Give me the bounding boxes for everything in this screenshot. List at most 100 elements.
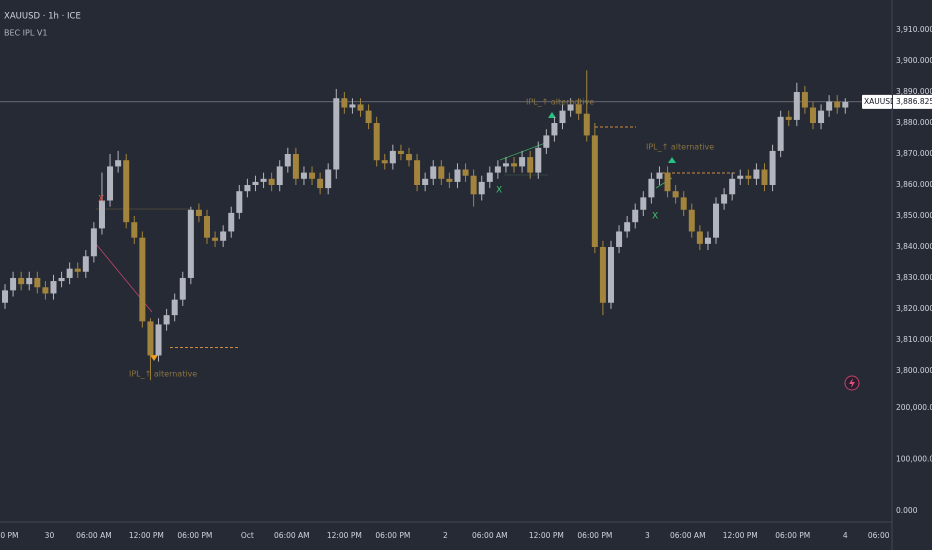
candle-body	[115, 160, 122, 167]
candle-body	[405, 154, 412, 161]
y-tick-label: 3,910.000	[896, 25, 932, 34]
candle-body	[704, 237, 711, 244]
candle-body	[818, 110, 825, 124]
x-tick-label: 4	[843, 531, 848, 540]
x-tick-label: 06:00 AM	[76, 531, 112, 540]
candle-body	[50, 281, 57, 294]
candle-body	[801, 92, 808, 108]
candle-body	[729, 178, 736, 195]
candle-body	[292, 154, 299, 179]
x-axis: 06:00 PM 30 06:00 AM 12:00 PM 06:00 PM Oct 06:…	[0, 521, 904, 540]
x-tick-label: 06:00 PM	[577, 531, 612, 540]
y-tick-label: 3,890.000	[896, 87, 932, 96]
candle-body	[761, 169, 768, 185]
y-tick-label: 3,820.000	[896, 304, 932, 313]
marker: X	[496, 186, 502, 196]
y-tick-label: 3,830.000	[896, 273, 932, 282]
candle-body	[18, 277, 25, 285]
candle-body	[519, 157, 526, 167]
candle-body	[82, 256, 89, 272]
badge-icon	[849, 378, 855, 388]
candle-body	[624, 222, 631, 232]
candles	[2, 70, 849, 381]
candle-body	[397, 150, 404, 155]
y2-tick-label: 0.000	[896, 506, 918, 515]
candle-body	[26, 277, 33, 285]
candle-body	[66, 268, 73, 278]
candle-body	[834, 101, 841, 108]
marker: X	[98, 195, 104, 205]
candle-body	[195, 209, 202, 216]
candle-body	[535, 147, 542, 173]
y-axis: 3,910.000 3,900.000 3,890.000 3,880.000 3,87…	[862, 0, 932, 550]
candle-body	[632, 209, 639, 223]
candle-body	[236, 191, 243, 213]
y2-tick-label: 100,000.000	[896, 455, 932, 464]
candle-body	[220, 231, 227, 241]
candle-body	[147, 321, 154, 356]
candle-body	[567, 104, 574, 111]
candle-body	[414, 160, 421, 185]
candle-body	[793, 92, 800, 120]
candle-body	[317, 178, 324, 189]
candle-body	[664, 172, 671, 192]
candle-body	[656, 172, 663, 179]
chart-title: XAUUSD · 1h · ICE	[4, 12, 81, 22]
candle-body	[494, 166, 501, 173]
annotation: IPL_↑ alternative	[129, 370, 197, 379]
x-tick-label: 06:00 PM	[775, 531, 810, 540]
symbol-tag: XAUUSD	[864, 97, 896, 106]
candle-body	[325, 169, 332, 189]
candle-body	[163, 315, 170, 325]
x-tick-label: 06:00 PM	[177, 531, 212, 540]
candle-body	[268, 178, 275, 185]
candle-body	[713, 203, 720, 238]
x-tick-label: 06:00 PM	[375, 531, 410, 540]
candle-body	[737, 175, 744, 179]
candle-body	[583, 113, 590, 136]
x-tick-label: 12:00 PM	[529, 531, 564, 540]
candle-body	[478, 181, 485, 195]
candle-body	[187, 209, 194, 278]
annotation: IPL_↑ alternative	[646, 143, 714, 152]
candle-body	[171, 299, 178, 316]
x-tick-label: 12:00 PM	[327, 531, 362, 540]
candle-body	[680, 197, 687, 210]
candle-body	[753, 169, 760, 179]
candle-body	[640, 197, 647, 210]
candle-body	[300, 172, 307, 179]
y-tick-label: 3,870.000	[896, 149, 932, 158]
candle-body	[341, 98, 348, 108]
candle-body	[777, 116, 784, 151]
candle-body	[438, 166, 445, 179]
candle-body	[721, 194, 728, 204]
price-tag	[893, 94, 932, 109]
x-tick-label: Oct	[241, 531, 254, 540]
signal-up	[668, 157, 676, 163]
candle-body	[284, 154, 291, 167]
candle-body	[34, 277, 41, 288]
candle-body	[107, 166, 114, 201]
candle-body	[373, 123, 380, 161]
signal-up	[548, 112, 556, 118]
candle-body	[131, 222, 138, 238]
x-tick-label: 06:00 AM	[472, 531, 508, 540]
candle-body	[826, 101, 833, 111]
candle-body	[599, 246, 606, 303]
y2-tick-label: 200,000.000	[896, 403, 932, 412]
candle-body	[276, 166, 283, 185]
candle-body	[179, 277, 186, 300]
x-tick-label: 2	[443, 531, 448, 540]
candle-body	[559, 110, 566, 124]
candle-body	[204, 215, 211, 238]
candle-body	[511, 163, 518, 167]
candle-body	[357, 104, 364, 111]
candle-body	[688, 209, 695, 232]
candle-body	[123, 160, 130, 223]
y-tick-label: 3,860.000	[896, 180, 932, 189]
x-tick-label: 12:00 PM	[129, 531, 164, 540]
candle-body	[502, 163, 509, 167]
candle-body	[591, 135, 598, 247]
